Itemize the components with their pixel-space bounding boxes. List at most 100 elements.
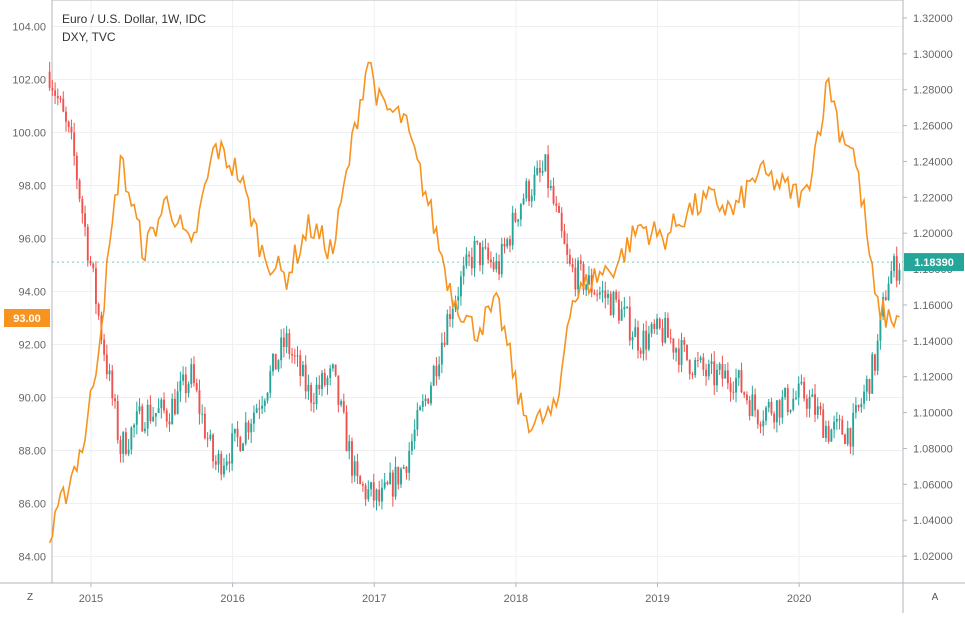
candle-down (759, 424, 762, 427)
candle-up (462, 265, 465, 277)
left-tick-label: 94.00 (18, 287, 46, 299)
right-tick-label: 1.28000 (913, 85, 953, 97)
candle-up (432, 365, 435, 386)
candle-down (593, 292, 596, 295)
left-tick-label: 96.00 (18, 234, 46, 246)
candle-down (310, 384, 313, 403)
candle-down (696, 359, 699, 361)
right-tick-label: 1.06000 (913, 479, 953, 491)
candle-up (266, 392, 269, 401)
candle-down (111, 370, 114, 399)
candle-up (315, 384, 318, 404)
candle-down (345, 411, 348, 452)
left-tick-label: 84.00 (18, 552, 46, 564)
candle-up (762, 420, 765, 427)
candle-up (176, 391, 179, 415)
candle-up (792, 398, 795, 410)
candle-up (710, 361, 713, 364)
x-tick-label: 2017 (362, 593, 386, 605)
candle-up (795, 397, 797, 399)
candle-down (81, 198, 84, 214)
candle-down (479, 242, 481, 266)
candle-down (596, 294, 599, 296)
candle-up (144, 428, 146, 432)
candle-up (408, 450, 411, 473)
candle-down (566, 243, 569, 255)
candle-down (857, 405, 860, 408)
candle-up (430, 385, 432, 404)
candle-up (623, 306, 626, 310)
right-tick-label: 1.24000 (913, 156, 953, 168)
candle-down (492, 262, 495, 270)
left-tick-label: 104.00 (12, 22, 46, 34)
right-tick-label: 1.16000 (913, 300, 953, 312)
candle-down (105, 354, 108, 375)
candle-up (530, 195, 533, 202)
candle-up (263, 400, 266, 406)
candle-up (626, 306, 629, 308)
right-tick-label: 1.22000 (913, 192, 953, 204)
candle-down (372, 482, 375, 501)
candle-down (628, 306, 631, 341)
candle-up (577, 260, 580, 290)
candle-down (103, 339, 106, 355)
candle-up (737, 370, 740, 378)
candle-up (473, 240, 476, 269)
candle-up (601, 290, 604, 293)
candle-down (86, 226, 89, 261)
candle-down (721, 363, 724, 379)
candle-down (484, 247, 487, 249)
candle-up (699, 357, 702, 361)
candle-up (816, 406, 819, 415)
right-tick-label: 1.02000 (913, 551, 953, 563)
candle-down (337, 375, 340, 405)
candle-down (691, 374, 694, 376)
candle-up (280, 337, 283, 361)
candle-down (173, 398, 176, 415)
candle-down (568, 254, 571, 264)
candle-down (228, 461, 231, 464)
x-tick-label: 2016 (220, 593, 244, 605)
candle-down (617, 299, 620, 321)
candle-down (819, 406, 822, 410)
candle-up (201, 413, 204, 415)
candle-down (214, 461, 217, 465)
candle-up (620, 309, 623, 321)
zoom-toggle-button[interactable]: Z (26, 592, 34, 603)
candle-up (781, 397, 784, 418)
auto-scale-button[interactable]: A (931, 592, 939, 603)
candle-down (814, 394, 816, 415)
candle-down (67, 121, 70, 128)
dxy-price-badge (4, 309, 50, 327)
candle-up (863, 391, 866, 404)
candle-down (669, 337, 672, 339)
candle-down (841, 419, 844, 435)
candle-up (255, 408, 258, 413)
candle-up (612, 291, 615, 316)
candle-up (367, 489, 370, 500)
candle-up (811, 394, 814, 397)
candle-up (301, 364, 304, 376)
candle-up (887, 283, 890, 300)
candle-down (661, 328, 664, 343)
candle-up (122, 432, 125, 454)
candle-down (895, 256, 898, 281)
candle-up (707, 363, 710, 377)
candle-down (405, 467, 408, 473)
candle-down (487, 247, 490, 260)
candle-down (84, 213, 87, 227)
candle-down (212, 434, 215, 462)
candle-up (380, 487, 383, 502)
candle-down (274, 353, 277, 370)
candle-up (187, 384, 190, 394)
candle-up (893, 256, 895, 272)
candle-down (786, 388, 789, 413)
right-tick-label: 1.04000 (913, 515, 953, 527)
candle-down (713, 361, 716, 386)
candle-up (536, 167, 539, 175)
left-tick-label: 102.00 (12, 75, 46, 87)
candle-down (75, 155, 78, 181)
candle-down (351, 441, 353, 476)
candle-up (307, 384, 310, 392)
candle-down (92, 263, 95, 269)
